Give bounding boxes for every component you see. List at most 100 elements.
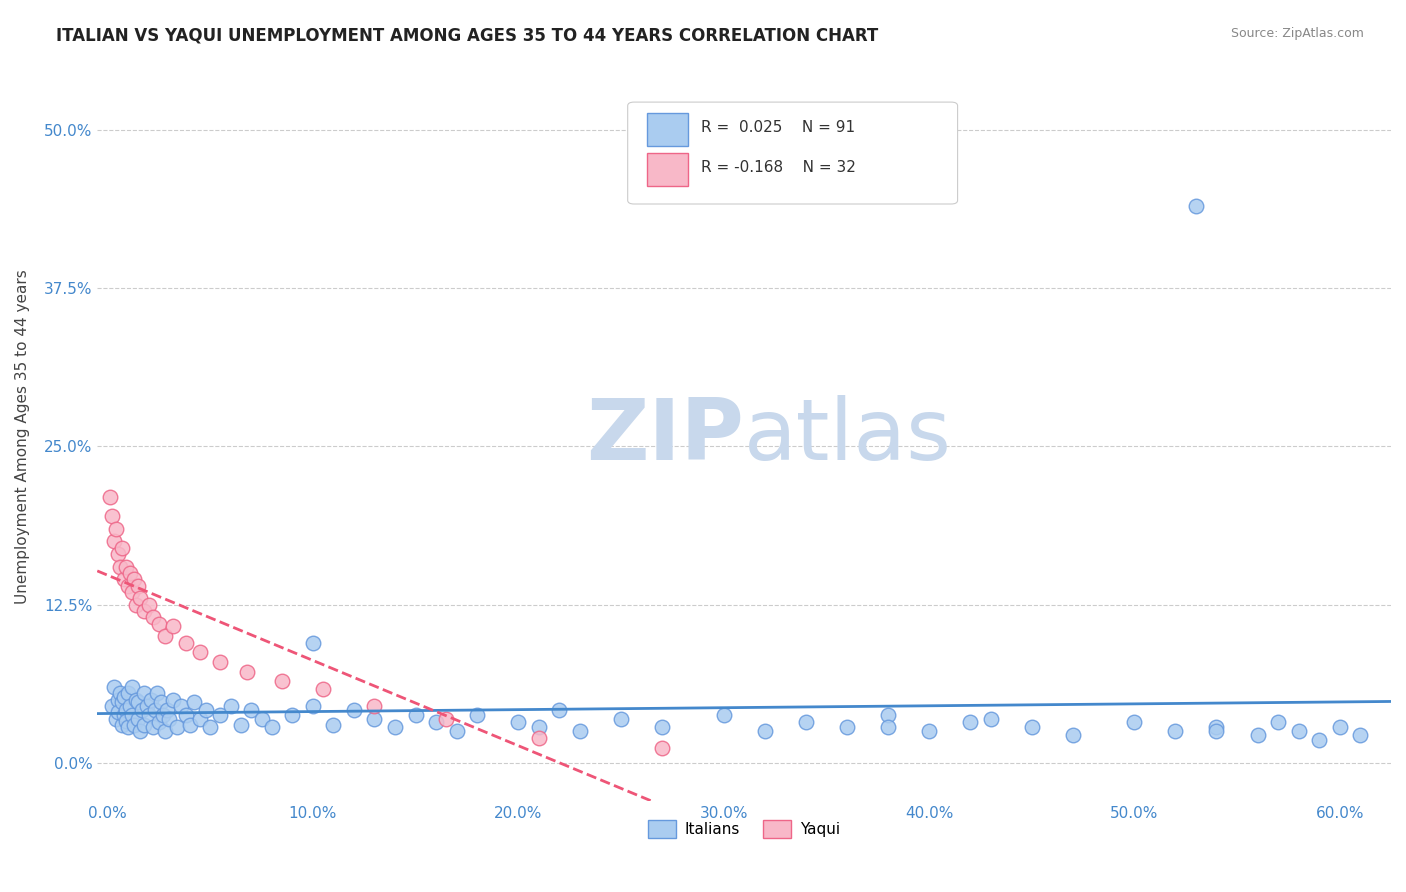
Point <box>610 712 633 726</box>
Point <box>343 703 366 717</box>
Point <box>142 610 165 624</box>
Point <box>152 707 174 722</box>
Point <box>104 712 127 726</box>
Point <box>108 559 131 574</box>
Point <box>100 698 122 713</box>
Point <box>1164 724 1187 739</box>
Point <box>1348 728 1371 742</box>
Text: Source: ZipAtlas.com: Source: ZipAtlas.com <box>1230 27 1364 40</box>
Point <box>115 714 138 728</box>
Point <box>465 707 488 722</box>
Point <box>112 707 135 722</box>
Point <box>508 715 530 730</box>
Text: R = -0.168    N = 32: R = -0.168 N = 32 <box>702 160 856 175</box>
Point <box>876 707 898 722</box>
Point <box>179 718 201 732</box>
Point <box>363 698 385 713</box>
Point <box>103 534 125 549</box>
Point <box>153 629 176 643</box>
Point <box>107 706 129 720</box>
Point <box>918 724 941 739</box>
Point <box>1267 715 1289 730</box>
Point <box>120 698 142 713</box>
Point <box>103 680 125 694</box>
Point <box>174 707 197 722</box>
Point <box>104 522 127 536</box>
Point <box>1329 721 1351 735</box>
Text: ITALIAN VS YAQUI UNEMPLOYMENT AMONG AGES 35 TO 44 YEARS CORRELATION CHART: ITALIAN VS YAQUI UNEMPLOYMENT AMONG AGES… <box>56 27 879 45</box>
Point <box>794 715 817 730</box>
Point <box>142 721 165 735</box>
Point <box>446 724 468 739</box>
Point <box>229 718 252 732</box>
Point <box>112 690 135 704</box>
Point <box>166 721 188 735</box>
Point <box>131 703 153 717</box>
Point <box>149 695 172 709</box>
Point <box>112 572 135 586</box>
Point <box>1288 724 1310 739</box>
Point <box>174 635 197 649</box>
Point <box>127 579 149 593</box>
Point <box>117 721 139 735</box>
Point <box>122 718 145 732</box>
FancyBboxPatch shape <box>647 153 689 186</box>
Point <box>322 718 344 732</box>
Point <box>139 692 162 706</box>
Point <box>405 707 427 722</box>
Point <box>876 721 898 735</box>
Point <box>121 680 143 694</box>
Point <box>651 740 673 755</box>
Point <box>129 591 152 606</box>
Y-axis label: Unemployment Among Ages 35 to 44 years: Unemployment Among Ages 35 to 44 years <box>15 269 30 604</box>
Point <box>1205 724 1227 739</box>
Point <box>651 721 673 735</box>
Point <box>1062 728 1084 742</box>
Point <box>121 707 143 722</box>
Point <box>260 721 283 735</box>
Point <box>195 703 218 717</box>
Point <box>143 703 166 717</box>
Point <box>111 718 134 732</box>
Point <box>363 712 385 726</box>
Point <box>100 509 122 524</box>
Point <box>271 673 294 688</box>
Point <box>115 703 138 717</box>
Point <box>302 635 325 649</box>
Point <box>162 692 184 706</box>
Point <box>121 585 143 599</box>
Point <box>125 598 148 612</box>
Point <box>302 698 325 713</box>
Point <box>568 724 591 739</box>
Point <box>250 712 273 726</box>
Point <box>117 686 139 700</box>
Point <box>107 547 129 561</box>
Point <box>98 490 121 504</box>
Text: ZIP: ZIP <box>586 395 744 478</box>
Point <box>129 724 152 739</box>
Point <box>1308 733 1330 747</box>
Point <box>138 707 160 722</box>
Point <box>959 715 981 730</box>
Point <box>107 692 129 706</box>
Point <box>527 721 550 735</box>
Point <box>209 655 232 669</box>
Point <box>188 712 211 726</box>
Point <box>146 686 169 700</box>
Point <box>115 559 138 574</box>
Point <box>1205 721 1227 735</box>
Point <box>134 604 156 618</box>
Point <box>148 715 170 730</box>
Point <box>312 682 335 697</box>
Point <box>148 616 170 631</box>
Point <box>527 731 550 745</box>
Point <box>209 707 232 722</box>
Point <box>384 721 406 735</box>
Point <box>117 579 139 593</box>
Point <box>127 695 149 709</box>
Point <box>156 703 179 717</box>
Point <box>1246 728 1268 742</box>
Point <box>170 698 193 713</box>
Point <box>183 695 205 709</box>
Point <box>236 665 259 679</box>
